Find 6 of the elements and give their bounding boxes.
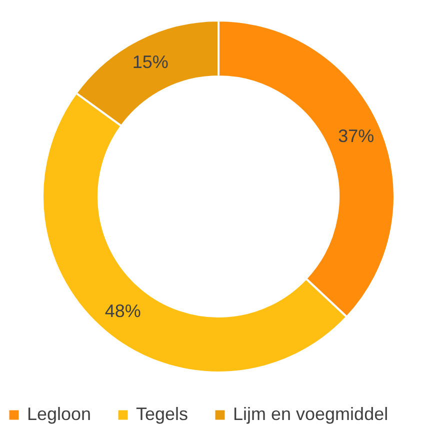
legend-label: Lijm en voegmiddel: [233, 404, 388, 424]
legend-label: Legloon: [27, 404, 92, 424]
legend-label: Tegels: [136, 404, 188, 424]
data-label: 15%: [132, 52, 168, 72]
data-label: 37%: [338, 126, 374, 146]
data-label: 48%: [104, 301, 141, 322]
